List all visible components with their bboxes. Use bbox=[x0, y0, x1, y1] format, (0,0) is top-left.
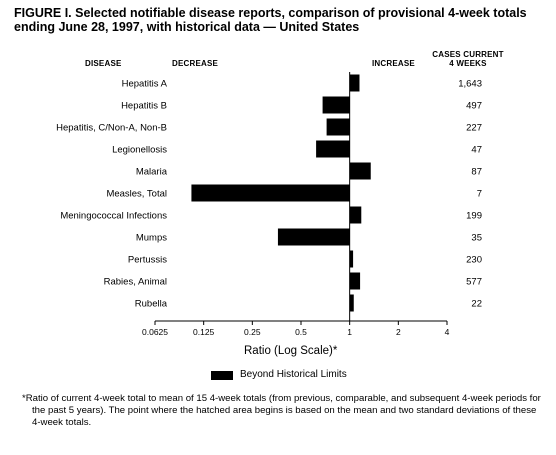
bar bbox=[316, 140, 350, 158]
category-label: Hepatitis A bbox=[122, 79, 168, 90]
category-label: Pertussis bbox=[128, 255, 167, 266]
cases-value: 22 bbox=[471, 299, 482, 310]
cases-value: 47 bbox=[471, 145, 482, 156]
x-tick-label: 0.5 bbox=[295, 327, 307, 337]
category-label: Rubella bbox=[135, 299, 168, 310]
cases-value: 227 bbox=[466, 123, 482, 134]
x-tick-label: 0.0625 bbox=[142, 327, 168, 337]
x-tick-label: 0.25 bbox=[244, 327, 261, 337]
bar bbox=[322, 96, 350, 114]
category-label: Hepatitis, C/Non-A, Non-B bbox=[56, 123, 167, 134]
chart-title: FIGURE I. Selected notifiable disease re… bbox=[14, 6, 527, 34]
category-label: Rabies, Animal bbox=[104, 277, 167, 288]
bar bbox=[349, 74, 360, 92]
cases-value: 577 bbox=[466, 277, 482, 288]
legend-swatch bbox=[211, 371, 233, 380]
category-label: Meningococcal Infections bbox=[60, 211, 167, 222]
x-tick-label: 4 bbox=[445, 327, 450, 337]
category-label: Mumps bbox=[136, 233, 167, 244]
bar bbox=[349, 250, 354, 268]
column-header-disease: DISEASE bbox=[85, 59, 122, 68]
category-label: Measles, Total bbox=[106, 189, 167, 200]
bar bbox=[326, 118, 350, 136]
cases-value: 87 bbox=[471, 167, 482, 178]
bar bbox=[349, 272, 361, 290]
cases-value: 7 bbox=[477, 189, 482, 200]
x-tick-label: 1 bbox=[347, 327, 352, 337]
x-axis-label: Ratio (Log Scale)* bbox=[244, 345, 338, 357]
bar bbox=[349, 162, 371, 180]
bar bbox=[349, 206, 362, 224]
column-header-decrease: DECREASE bbox=[172, 59, 219, 68]
cases-value: 230 bbox=[466, 255, 482, 266]
cases-value: 35 bbox=[471, 233, 482, 244]
bar bbox=[349, 294, 354, 312]
column-header-cases: CASES CURRENT 4 WEEKS bbox=[432, 50, 504, 68]
legend-label: Beyond Historical Limits bbox=[240, 369, 347, 380]
x-tick-label: 2 bbox=[396, 327, 401, 337]
bar bbox=[191, 184, 350, 202]
cases-value: 1,643 bbox=[458, 79, 482, 90]
category-label: Hepatitis B bbox=[121, 101, 167, 112]
cases-value: 497 bbox=[466, 101, 482, 112]
x-tick-label: 0.125 bbox=[193, 327, 215, 337]
category-label: Legionellosis bbox=[112, 145, 167, 156]
column-header-increase: INCREASE bbox=[372, 59, 415, 68]
category-label: Malaria bbox=[136, 167, 168, 178]
cases-value: 199 bbox=[466, 211, 482, 222]
bar bbox=[277, 228, 350, 246]
footnote: *Ratio of current 4-week total to mean o… bbox=[22, 393, 541, 428]
